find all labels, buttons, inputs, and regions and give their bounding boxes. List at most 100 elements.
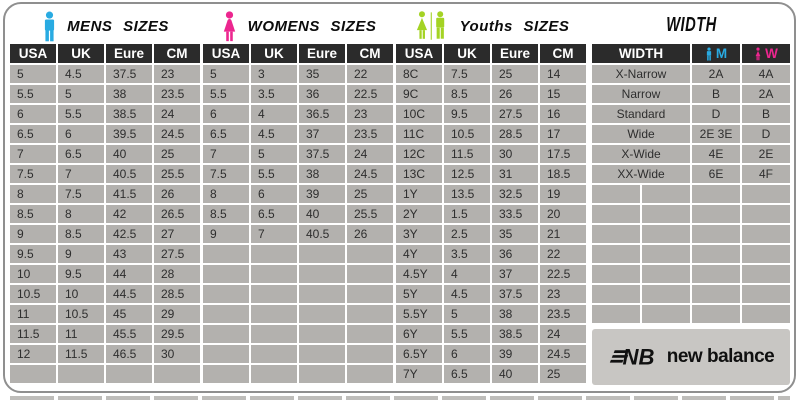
empty-cell xyxy=(692,265,740,283)
size-cell: 13C xyxy=(396,165,442,183)
empty-cell xyxy=(299,265,345,283)
size-cell: 45.5 xyxy=(106,325,152,343)
empty-cell xyxy=(347,265,393,283)
width-men-cell: 6E xyxy=(692,165,740,183)
size-cell: 5.5 xyxy=(444,325,490,343)
size-cell: 5.5 xyxy=(251,165,297,183)
empty-cell xyxy=(642,185,690,203)
size-cell: 5 xyxy=(58,85,104,103)
size-cell: 25 xyxy=(492,65,538,83)
youths-sizes-title: Youths SIZES xyxy=(396,8,586,44)
size-cell: 25.5 xyxy=(347,205,393,223)
size-cell: 4.5 xyxy=(58,65,104,83)
size-cell: 44.5 xyxy=(106,285,152,303)
size-cell: 26.5 xyxy=(154,205,200,223)
empty-cell xyxy=(299,305,345,323)
size-cell: 9.5 xyxy=(444,105,490,123)
man-icon xyxy=(705,46,713,61)
size-cell: 23.5 xyxy=(347,125,393,143)
empty-cell xyxy=(742,305,790,323)
column-header: USA xyxy=(10,44,56,63)
size-cell: 8C xyxy=(396,65,442,83)
size-cell: 6.5 xyxy=(203,125,249,143)
size-cell: 43 xyxy=(106,245,152,263)
empty-cell xyxy=(251,365,297,383)
size-cell: 20 xyxy=(540,205,586,223)
size-cell: 25 xyxy=(154,145,200,163)
size-cell: 19 xyxy=(540,185,586,203)
size-cell: 10 xyxy=(58,285,104,303)
width-women-cell: 4F xyxy=(742,165,790,183)
size-cell: 13.5 xyxy=(444,185,490,203)
man-icon xyxy=(41,11,58,42)
size-cell: 36.5 xyxy=(299,105,345,123)
empty-cell xyxy=(692,205,740,223)
empty-cell xyxy=(299,285,345,303)
size-cell: 2Y xyxy=(396,205,442,223)
size-cell: 6.5 xyxy=(251,205,297,223)
empty-cell xyxy=(592,245,640,263)
size-cell: 7.5 xyxy=(444,65,490,83)
womens-width-letter: W xyxy=(765,46,778,61)
empty-cell xyxy=(592,205,640,223)
column-header: UK xyxy=(251,44,297,63)
column-header: Eure xyxy=(299,44,345,63)
size-cell: 15 xyxy=(540,85,586,103)
size-cell: 4 xyxy=(251,105,297,123)
size-cell: 9.5 xyxy=(10,245,56,263)
size-cell: 12 xyxy=(10,345,56,363)
width-men-cell: 4E xyxy=(692,145,740,163)
width-table: WIDTH M xyxy=(592,44,790,323)
size-cell: 6.5Y xyxy=(396,345,442,363)
empty-cell xyxy=(347,305,393,323)
size-cell: 37 xyxy=(492,265,538,283)
woman-icon xyxy=(754,46,762,61)
new-balance-logo: NB new balance xyxy=(592,329,790,385)
youths-sizes-label: Youths SIZES xyxy=(459,17,570,35)
size-cell: 23.5 xyxy=(540,305,586,323)
size-cell: 6.5 xyxy=(10,125,56,143)
size-cell: 5Y xyxy=(396,285,442,303)
size-cell: 10.5 xyxy=(444,125,490,143)
size-cell: 22 xyxy=(540,245,586,263)
size-cell: 38.5 xyxy=(492,325,538,343)
size-cell: 25 xyxy=(347,185,393,203)
size-cell: 38.5 xyxy=(106,105,152,123)
width-men-cell: D xyxy=(692,105,740,123)
empty-cell xyxy=(347,285,393,303)
width-name-cell: X-Narrow xyxy=(592,65,690,83)
width-women-cell: 4A xyxy=(742,65,790,83)
size-cell: 31 xyxy=(492,165,538,183)
column-header: USA xyxy=(396,44,442,63)
size-cell: 22.5 xyxy=(540,265,586,283)
size-cell: 28.5 xyxy=(492,125,538,143)
empty-cell xyxy=(58,365,104,383)
size-cell: 28 xyxy=(154,265,200,283)
youths-sizes-section: Youths SIZES USA UK Eure CM 8C 7.5 25 14 9C 8.5 26… xyxy=(396,8,586,383)
size-cell: 10 xyxy=(10,265,56,283)
size-cell: 38 xyxy=(492,305,538,323)
womens-width-column-header: W xyxy=(742,44,790,63)
size-cell: 39 xyxy=(492,345,538,363)
column-header: CM xyxy=(154,44,200,63)
size-cell: 10C xyxy=(396,105,442,123)
column-header: Eure xyxy=(492,44,538,63)
size-cell: 7.5 xyxy=(10,165,56,183)
size-cell: 9 xyxy=(58,245,104,263)
empty-cell xyxy=(251,345,297,363)
size-cell: 25 xyxy=(540,365,586,383)
empty-cell xyxy=(347,245,393,263)
size-cell: 29.5 xyxy=(154,325,200,343)
size-cell: 32.5 xyxy=(492,185,538,203)
column-header: UK xyxy=(58,44,104,63)
size-cell: 6.5 xyxy=(444,365,490,383)
empty-cell xyxy=(742,285,790,303)
size-cell: 23 xyxy=(347,105,393,123)
size-cell: 5.5 xyxy=(58,105,104,123)
size-cell: 24 xyxy=(347,145,393,163)
empty-cell xyxy=(106,365,152,383)
size-cell: 21 xyxy=(540,225,586,243)
size-cell: 1Y xyxy=(396,185,442,203)
size-cell: 24 xyxy=(540,325,586,343)
womens-sizes-table: USA UK Eure CM 5 3 35 22 5.5 3.5 36 22.5 6 4 36.5 23 6.5… xyxy=(203,44,393,383)
